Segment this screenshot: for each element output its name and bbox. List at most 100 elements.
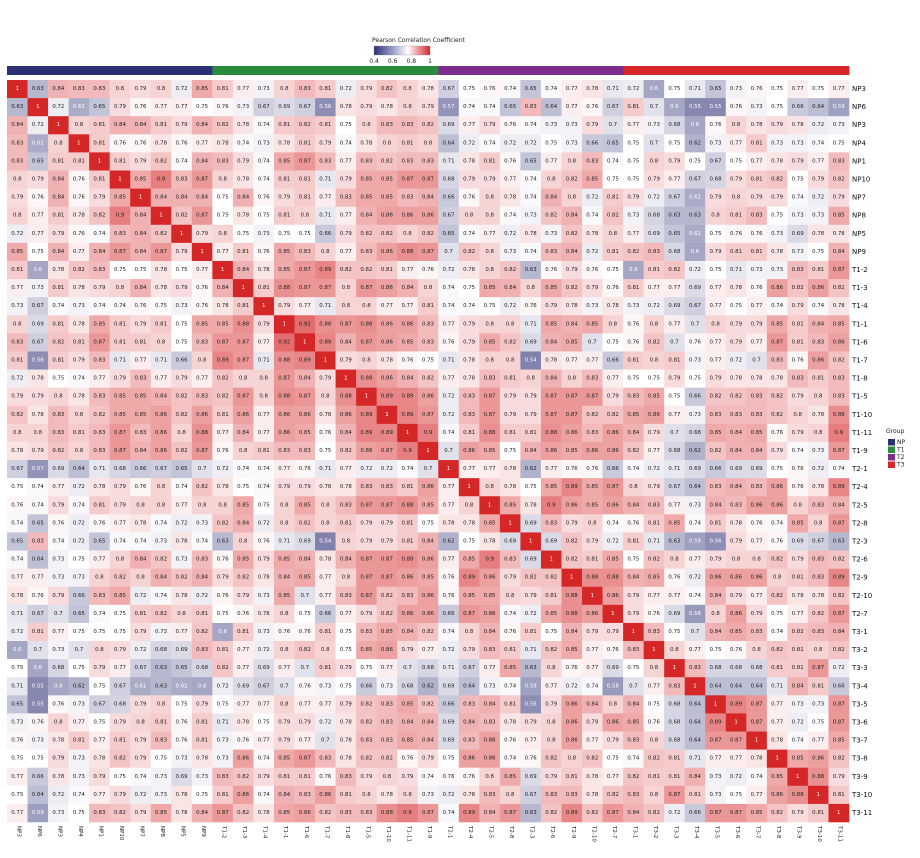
column-label: NP3 xyxy=(56,826,62,837)
heatmap-cell xyxy=(7,677,28,696)
heatmap-cell xyxy=(397,659,419,678)
heatmap-cell xyxy=(130,803,152,823)
cell-value-label: 0.85 xyxy=(401,701,413,707)
cell-value-label: 0.78 xyxy=(586,231,599,237)
cell-value-label: 0.77 xyxy=(710,285,722,291)
heatmap-cell xyxy=(150,460,172,479)
heatmap-cell xyxy=(48,116,69,135)
heatmap-cell xyxy=(191,333,213,352)
cell-value-label: 0.87 xyxy=(422,249,434,255)
heatmap-cell xyxy=(479,297,501,316)
heatmap-cell xyxy=(294,152,316,171)
cell-value-label: 0.87 xyxy=(299,285,311,291)
cell-value-label: 0.8 xyxy=(485,774,494,780)
cell-value-label: 0.85 xyxy=(155,810,167,816)
cell-value-label: 0.65 xyxy=(668,231,680,237)
column-label: T2-5 xyxy=(488,825,494,839)
cell-value-label: 0.77 xyxy=(52,484,64,490)
cell-value-label: 0.68 xyxy=(710,665,723,671)
cell-value-label: 0.84 xyxy=(340,557,353,563)
heatmap-cell xyxy=(582,369,603,388)
cell-value-label: 1 xyxy=(303,339,306,345)
cell-value-label: 0.85 xyxy=(648,394,660,400)
cell-value-label: 0.74 xyxy=(525,122,538,128)
heatmap-cell xyxy=(623,188,644,207)
heatmap-cell xyxy=(561,351,583,370)
cell-value-label: 0.87 xyxy=(114,249,126,255)
cell-value-label: 0.83 xyxy=(648,502,660,508)
cell-value-label: 1 xyxy=(221,267,224,273)
heatmap-cell xyxy=(273,532,295,551)
heatmap-cell xyxy=(438,622,460,642)
heatmap-cell xyxy=(623,297,644,316)
cell-value-label: 0.86 xyxy=(299,412,312,418)
heatmap-cell xyxy=(499,659,521,678)
heatmap-cell xyxy=(89,260,110,280)
cell-value-label: 0.87 xyxy=(299,158,311,164)
heatmap-cell xyxy=(766,767,788,787)
heatmap-cell xyxy=(561,677,583,696)
cell-value-label: 0.84 xyxy=(401,285,414,291)
cell-value-label: 0.83 xyxy=(730,502,742,508)
cell-value-label: 0.81 xyxy=(278,213,290,219)
cell-value-label: 0.74 xyxy=(586,683,599,689)
cell-value-label: 0.8 xyxy=(280,647,289,653)
heatmap-cell xyxy=(623,532,644,551)
heatmap-cell xyxy=(109,677,131,696)
heatmap-cell xyxy=(479,98,501,117)
cell-value-label: 0.81 xyxy=(196,719,208,725)
heatmap-cell xyxy=(787,586,809,606)
cell-value-label: 0.87 xyxy=(833,611,845,617)
heatmap-cell xyxy=(561,586,583,606)
heatmap-cell xyxy=(273,677,295,696)
cell-value-label: 0.85 xyxy=(93,321,105,327)
cell-value-label: 0.67 xyxy=(443,213,455,219)
cell-value-label: 0.78 xyxy=(32,412,45,418)
heatmap-cell xyxy=(623,423,644,443)
heatmap-cell xyxy=(273,514,295,533)
cell-value-label: 0.77 xyxy=(258,339,270,345)
heatmap-cell xyxy=(520,315,542,334)
heatmap-cell xyxy=(520,731,542,750)
heatmap-cell xyxy=(643,641,665,660)
cell-value-label: 0.78 xyxy=(771,249,784,255)
cell-value-label: 0.86 xyxy=(545,448,558,454)
cell-value-label: 0.81 xyxy=(792,647,804,653)
heatmap-cell xyxy=(253,622,275,642)
cell-value-label: 0.79 xyxy=(525,394,538,400)
heatmap-cell xyxy=(705,152,727,171)
heatmap-cell xyxy=(27,749,49,769)
heatmap-cell xyxy=(664,333,686,352)
heatmap-cell xyxy=(684,279,706,298)
cell-value-label: 0.8 xyxy=(280,611,289,617)
heatmap-cell xyxy=(623,749,644,769)
cell-value-label: 0.8 xyxy=(732,195,741,201)
heatmap-cell xyxy=(315,460,336,479)
heatmap-cell xyxy=(232,188,254,207)
heatmap-cell xyxy=(294,405,316,425)
heatmap-cell xyxy=(458,279,480,298)
cell-value-label: 0.86 xyxy=(730,611,743,617)
cell-value-label: 0.84 xyxy=(463,719,476,725)
heatmap-cell xyxy=(602,369,624,388)
heatmap-cell xyxy=(438,713,460,732)
cell-value-label: 0.69 xyxy=(258,665,271,671)
group-bar-segment xyxy=(623,66,645,75)
cell-value-label: 0.74 xyxy=(237,140,250,146)
heatmap-cell xyxy=(807,803,829,823)
heatmap-cell xyxy=(787,423,809,443)
cell-value-label: 0.84 xyxy=(627,502,640,508)
cell-value-label: 0.75 xyxy=(607,267,619,273)
cell-value-label: 0.75 xyxy=(627,177,639,183)
cell-value-label: 0.73 xyxy=(176,303,188,309)
heatmap-cell xyxy=(150,279,172,298)
row-label: T1-7 xyxy=(851,357,868,365)
heatmap-cell xyxy=(171,206,193,226)
heatmap-cell xyxy=(582,98,603,117)
heatmap-cell xyxy=(643,622,665,642)
heatmap-cell xyxy=(705,532,727,551)
heatmap-cell xyxy=(376,134,398,153)
color-legend-tick: 0.8 xyxy=(407,58,417,65)
cell-value-label: 0.73 xyxy=(176,756,188,762)
heatmap-cell xyxy=(766,423,788,443)
